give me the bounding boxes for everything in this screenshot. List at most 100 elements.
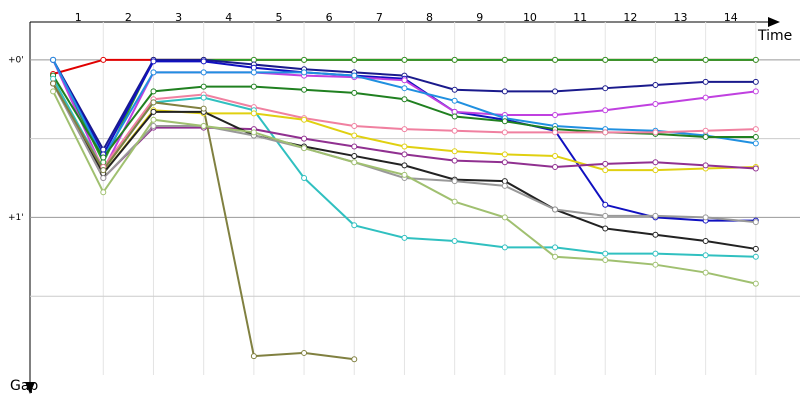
lap-point xyxy=(250,69,257,76)
lap-point xyxy=(401,151,408,158)
lap-point xyxy=(301,175,308,182)
lap-point xyxy=(552,253,559,260)
lap-point xyxy=(150,58,157,65)
x-tick-label: 1 xyxy=(75,11,82,24)
x-axis-arrow xyxy=(768,17,780,27)
lap-point xyxy=(602,201,609,208)
lap-point xyxy=(552,152,559,159)
lap-point xyxy=(652,212,659,219)
lap-point xyxy=(501,182,508,189)
lap-point xyxy=(702,94,709,101)
lap-point xyxy=(752,245,759,252)
lap-point xyxy=(752,280,759,287)
lap-point xyxy=(602,160,609,167)
lap-point xyxy=(602,107,609,114)
lap-point xyxy=(301,116,308,123)
lap-point xyxy=(100,189,107,196)
lap-point xyxy=(100,56,107,63)
lap-point xyxy=(652,250,659,257)
lap-point xyxy=(150,88,157,95)
lap-point xyxy=(301,145,308,152)
lap-point xyxy=(150,69,157,76)
lap-point xyxy=(652,56,659,63)
lap-point xyxy=(752,134,759,141)
lap-point xyxy=(501,56,508,63)
lap-point xyxy=(200,69,207,76)
lap-point xyxy=(652,261,659,268)
lap-point xyxy=(301,86,308,93)
lap-point xyxy=(652,159,659,166)
x-tick-label: 12 xyxy=(623,11,637,24)
lap-point xyxy=(602,167,609,174)
lap-point xyxy=(451,238,458,245)
lap-point xyxy=(351,123,358,130)
lap-point xyxy=(752,88,759,95)
lap-point xyxy=(250,83,257,90)
lap-point xyxy=(351,159,358,166)
lap-point xyxy=(652,129,659,136)
lap-point xyxy=(451,86,458,93)
x-tick-label: 5 xyxy=(275,11,282,24)
x-tick-label: 2 xyxy=(125,11,132,24)
lap-point xyxy=(351,89,358,96)
lap-point xyxy=(301,135,308,142)
lap-point xyxy=(200,58,207,65)
lap-point xyxy=(451,157,458,164)
y-axis-arrow xyxy=(25,382,35,394)
lap-point xyxy=(150,99,157,106)
lap-point xyxy=(250,129,257,136)
lap-point xyxy=(401,77,408,84)
lap-point xyxy=(602,212,609,219)
lap-point xyxy=(50,88,57,95)
lap-point xyxy=(752,253,759,260)
lap-point xyxy=(451,113,458,120)
lap-point xyxy=(150,108,157,115)
x-tick-label: 9 xyxy=(476,11,483,24)
lap-point xyxy=(100,167,107,174)
lap-point xyxy=(351,132,358,139)
lap-point xyxy=(552,111,559,118)
lap-point xyxy=(752,126,759,133)
lap-point xyxy=(150,123,157,130)
lap-point xyxy=(652,231,659,238)
y-tick-label: +1' xyxy=(8,213,24,223)
lap-point xyxy=(451,198,458,205)
lap-point xyxy=(552,56,559,63)
lap-point xyxy=(351,356,358,363)
x-tick-label: 7 xyxy=(376,11,383,24)
lap-point xyxy=(351,152,358,159)
x-tick-label: 6 xyxy=(326,11,333,24)
lap-point xyxy=(451,148,458,155)
lap-point xyxy=(602,256,609,263)
x-tick-label: 8 xyxy=(426,11,433,24)
x-tick-label: 4 xyxy=(225,11,232,24)
lap-point xyxy=(652,167,659,174)
lap-point xyxy=(702,127,709,134)
lap-point xyxy=(702,238,709,245)
lap-point xyxy=(50,80,57,87)
lap-point xyxy=(401,56,408,63)
x-tick-label: 3 xyxy=(175,11,182,24)
lap-point xyxy=(702,269,709,276)
lap-point xyxy=(250,110,257,117)
y-axis-label: Gap xyxy=(10,378,38,394)
lap-point xyxy=(652,82,659,89)
lap-point xyxy=(501,88,508,95)
x-tick-label: 11 xyxy=(573,11,587,24)
x-tick-label: 14 xyxy=(724,11,738,24)
lap-point xyxy=(401,126,408,133)
lap-point xyxy=(552,88,559,95)
lap-point xyxy=(501,118,508,125)
lap-point xyxy=(702,56,709,63)
lap-point xyxy=(652,100,659,107)
lap-point xyxy=(351,143,358,150)
lap-point xyxy=(50,56,57,63)
x-axis-label: Time xyxy=(757,28,792,44)
lap-point xyxy=(451,56,458,63)
lap-point xyxy=(602,85,609,92)
lap-point xyxy=(702,162,709,169)
lap-point xyxy=(602,250,609,257)
lap-point xyxy=(702,134,709,141)
lap-point xyxy=(702,78,709,85)
lap-point xyxy=(351,56,358,63)
